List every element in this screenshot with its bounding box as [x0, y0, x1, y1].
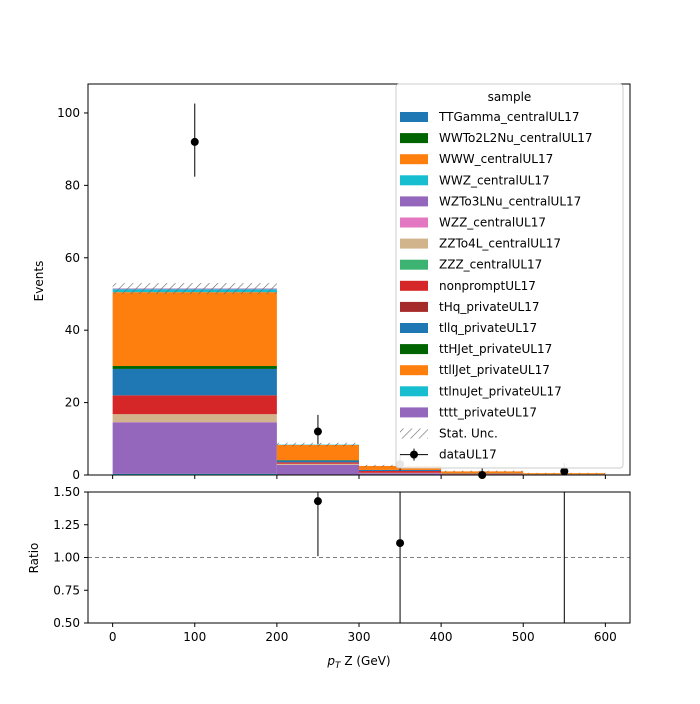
- main-x-ticks: [113, 475, 606, 479]
- stack-bar-WZTo3LNu_centralUL17-bin1: [277, 465, 359, 475]
- y-tick-label: 40: [65, 323, 80, 337]
- ratio-x-ticks: 0 100 200 300 400 500 600: [109, 623, 617, 644]
- legend-swatch-stat-unc: [400, 429, 428, 439]
- legend-swatch-ttHJet_privateUL17: [400, 344, 428, 354]
- legend-label-stat-unc: Stat. Unc.: [439, 427, 498, 441]
- stack-bar-nonpromptUL17-bin1: [277, 462, 359, 463]
- ratio-y-tick-label: 0.75: [53, 583, 80, 597]
- stack-bar-ttHJet_privateUL17-bin0: [113, 366, 277, 369]
- stack-bar-tllq_privateUL17-bin1: [277, 461, 359, 463]
- stack-bar-ttllJet_privateUL17-bin0: [113, 292, 277, 366]
- stat-unc-bin0: [113, 283, 277, 294]
- data-point: [191, 138, 199, 146]
- x-tick-label: 300: [348, 630, 371, 644]
- legend-label-ttlnuJet_privateUL17: ttlnuJet_privateUL17: [439, 384, 562, 398]
- y-tick-label: 20: [65, 396, 80, 410]
- x-tick-label: 200: [265, 630, 288, 644]
- y-tick-label: 100: [57, 106, 80, 120]
- legend-swatch-WZTo3LNu_centralUL17: [400, 196, 428, 206]
- legend-label-WZTo3LNu_centralUL17: WZTo3LNu_centralUL17: [439, 194, 581, 208]
- legend-label-TTGamma_centralUL17: TTGamma_centralUL17: [438, 110, 579, 124]
- legend-label-data: dataUL17: [439, 448, 497, 462]
- legend-title: sample: [488, 90, 532, 104]
- legend-label-ttHJet_privateUL17: ttHJet_privateUL17: [439, 342, 552, 356]
- stack-bar-nonpromptUL17-bin2: [359, 471, 441, 473]
- y-tick-label: 60: [65, 251, 80, 265]
- legend-data-marker: [410, 451, 418, 459]
- stack-bar-WZTo3LNu_centralUL17-bin0: [113, 423, 277, 474]
- legend-swatch-WWTo2L2Nu_centralUL17: [400, 133, 428, 143]
- ratio-point: [560, 685, 568, 693]
- x-tick-label: 100: [183, 630, 206, 644]
- legend-swatch-ZZTo4L_centralUL17: [400, 239, 428, 249]
- legend-label-WWZ_centralUL17: WWZ_centralUL17: [439, 173, 550, 187]
- legend-swatch-tttt_privateUL17: [400, 407, 428, 417]
- data-point: [560, 467, 568, 475]
- ratio-y-axis-label: Ratio: [27, 543, 41, 574]
- ratio-point: [396, 539, 404, 547]
- legend-swatch-nonpromptUL17: [400, 281, 428, 291]
- legend: sample TTGamma_centralUL17 WWTo2L2Nu_centr…: [396, 84, 623, 468]
- ratio-y-tick-label: 1.50: [53, 485, 80, 499]
- legend-swatch-ttlnuJet_privateUL17: [400, 386, 428, 396]
- stack-bar-nonpromptUL17-bin0: [113, 395, 277, 414]
- x-tick-label: 0: [109, 630, 117, 644]
- legend-label-tllq_privateUL17: tllq_privateUL17: [439, 321, 537, 335]
- legend-label-ttllJet_privateUL17: ttllJet_privateUL17: [439, 363, 550, 377]
- legend-label-nonpromptUL17: nonpromptUL17: [439, 279, 536, 293]
- legend-swatch-tllq_privateUL17: [400, 323, 428, 333]
- legend-label-ZZZ_centralUL17: ZZZ_centralUL17: [439, 258, 542, 272]
- x-tick-label: 500: [512, 630, 535, 644]
- legend-label-WWTo2L2Nu_centralUL17: WWTo2L2Nu_centralUL17: [439, 131, 593, 145]
- legend-swatch-WWZ_centralUL17: [400, 175, 428, 185]
- legend-swatch-tHq_privateUL17: [400, 302, 428, 312]
- x-tick-label: 600: [594, 630, 617, 644]
- stack-bar-ttllJet_privateUL17-bin1: [277, 445, 359, 460]
- legend-label-ZZTo4L_centralUL17: ZZTo4L_centralUL17: [439, 237, 561, 251]
- ratio-plot-area: [88, 492, 630, 623]
- y-tick-label: 0: [72, 468, 80, 482]
- legend-swatch-WZZ_centralUL17: [400, 218, 428, 228]
- legend-swatch-ZZZ_centralUL17: [400, 260, 428, 270]
- ratio-y-tick-label: 1.00: [53, 551, 80, 565]
- ratio-y-ticks: 0.50 0.75 1.00 1.25 1.50: [53, 485, 88, 630]
- ratio-y-tick-label: 0.50: [53, 616, 80, 630]
- legend-swatch-WWW_centralUL17: [400, 154, 428, 164]
- ratio-point: [314, 497, 322, 505]
- main-panel: 0 20 40 60 80 100 Events sample TTGamma_centra…: [32, 84, 630, 482]
- legend-label-tttt_privateUL17: tttt_privateUL17: [439, 405, 537, 419]
- y-tick-label: 80: [65, 178, 80, 192]
- main-y-ticks: 0 20 40 60 80 100: [57, 106, 88, 482]
- ratio-y-tick-label: 1.25: [53, 518, 80, 532]
- stack-bar-tllq_privateUL17-bin0: [113, 369, 277, 395]
- main-y-axis-label: Events: [32, 261, 46, 302]
- legend-label-WZZ_centralUL17: WZZ_centralUL17: [439, 216, 546, 230]
- legend-label-WWW_centralUL17: WWW_centralUL17: [439, 152, 553, 166]
- legend-swatch-TTGamma_centralUL17: [400, 112, 428, 122]
- data-point: [314, 428, 322, 436]
- x-axis-label: pT Z (GeV): [326, 654, 390, 671]
- stack-bar-ZZTo4L_centralUL17-bin1: [277, 464, 359, 465]
- legend-label-tHq_privateUL17: tHq_privateUL17: [439, 300, 540, 314]
- legend-swatch-ttllJet_privateUL17: [400, 365, 428, 375]
- x-tick-label: 400: [430, 630, 453, 644]
- stack-bar-ZZTo4L_centralUL17-bin0: [113, 414, 277, 422]
